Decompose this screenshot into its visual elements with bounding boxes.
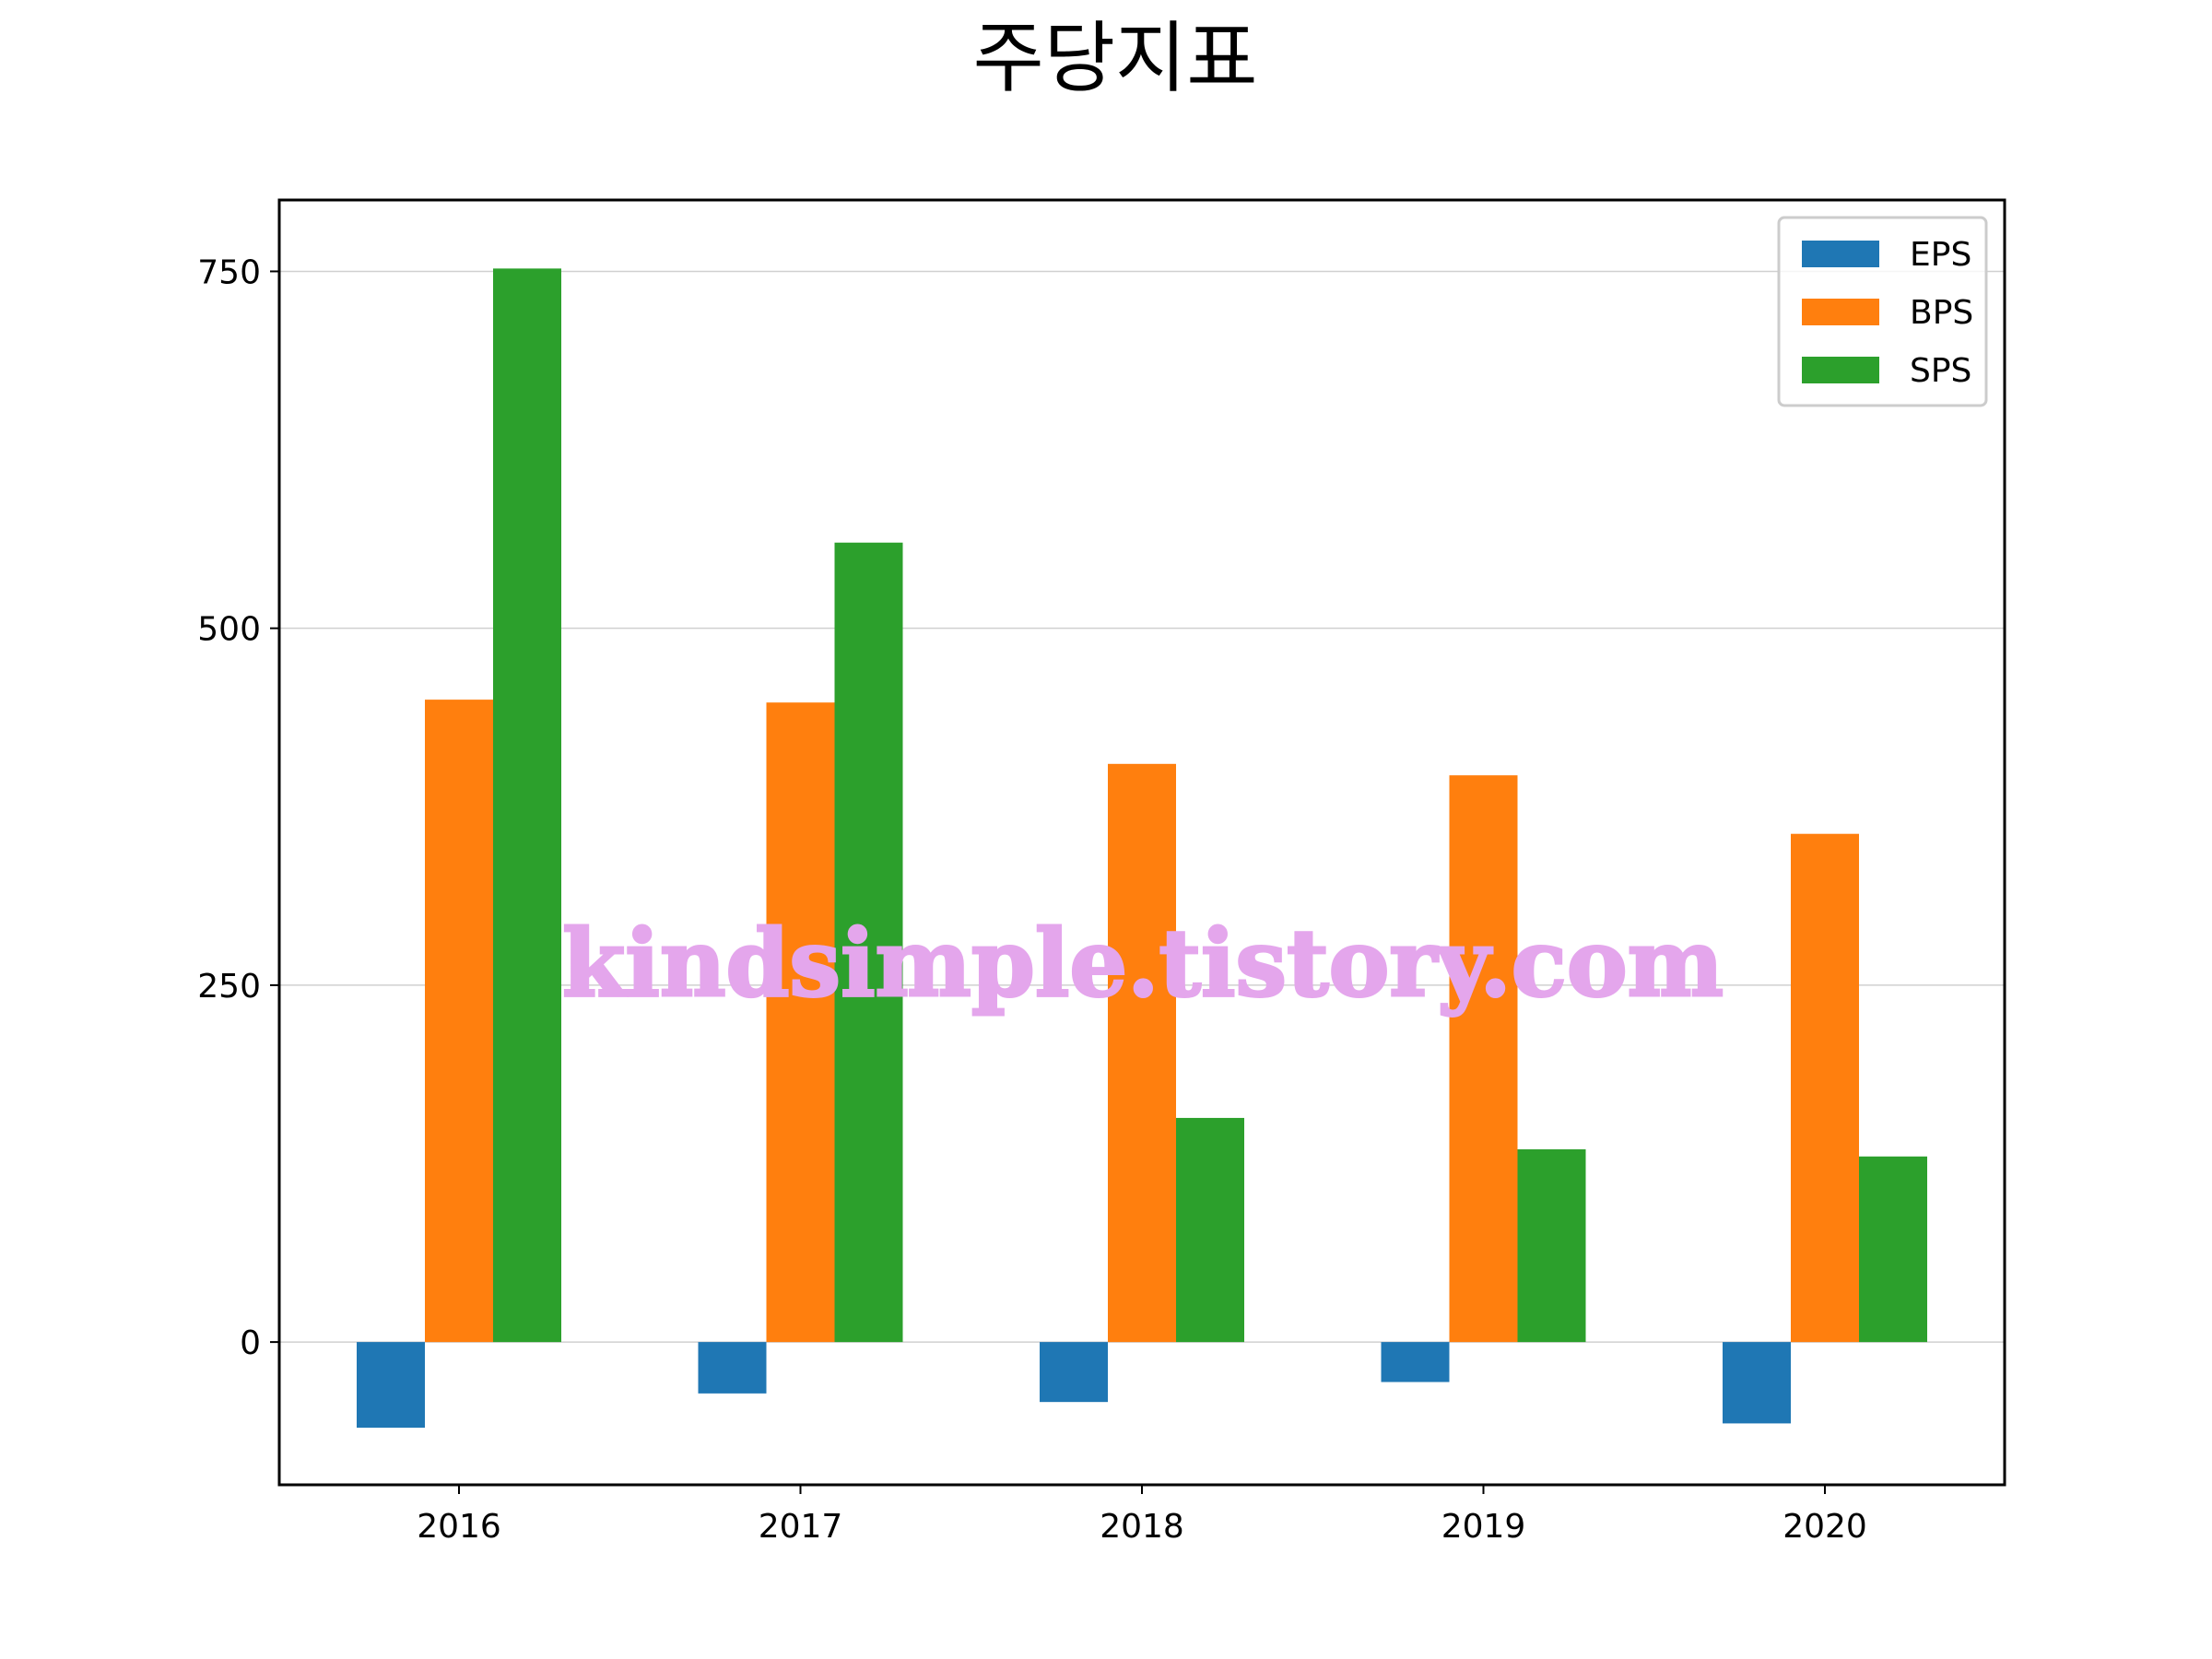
y-tick-label: 500 [197, 611, 261, 649]
bar-bps-2017 [766, 702, 835, 1343]
legend-swatch-sps [1802, 357, 1879, 383]
x-axis: 2016 2017 2018 2019 2020 [417, 1485, 1867, 1546]
x-tick-label: 2020 [1783, 1508, 1867, 1546]
bar-sps-2017 [834, 542, 903, 1343]
bar-bps-2016 [425, 700, 493, 1343]
legend-swatch-eps [1802, 241, 1879, 267]
bar-bps-2020 [1791, 833, 1859, 1343]
y-tick-label: 750 [197, 253, 261, 291]
bars [357, 268, 1927, 1429]
bar-sps-2019 [1517, 1149, 1586, 1343]
legend: EPS BPS SPS [1777, 216, 1988, 407]
y-tick-label: 250 [197, 968, 261, 1006]
bar-eps-2018 [1040, 1342, 1108, 1403]
bar-sps-2020 [1859, 1156, 1927, 1343]
bar-eps-2019 [1381, 1342, 1450, 1382]
legend-label-bps: BPS [1910, 294, 1973, 332]
x-tick-label: 2016 [417, 1508, 501, 1546]
bar-sps-2016 [493, 268, 561, 1343]
x-tick-label: 2018 [1100, 1508, 1184, 1546]
chart-title: 주당지표 [972, 13, 1257, 103]
y-axis: 0 250 500 750 [197, 253, 279, 1362]
x-tick-label: 2017 [759, 1508, 843, 1546]
bar-sps-2018 [1176, 1117, 1244, 1343]
legend-label-eps: EPS [1910, 236, 1971, 274]
bar-eps-2020 [1723, 1342, 1791, 1424]
watermark-text: kindsimple.tistory.com [562, 909, 1724, 1018]
legend-label-sps: SPS [1910, 352, 1971, 390]
bar-bps-2019 [1449, 775, 1518, 1343]
bar-eps-2016 [357, 1342, 425, 1429]
bar-bps-2018 [1108, 763, 1176, 1343]
legend-items: EPS BPS SPS [1802, 236, 1973, 390]
bar-eps-2017 [698, 1342, 767, 1394]
x-tick-label: 2019 [1441, 1508, 1526, 1546]
legend-swatch-bps [1802, 299, 1879, 325]
y-tick-label: 0 [240, 1324, 261, 1362]
